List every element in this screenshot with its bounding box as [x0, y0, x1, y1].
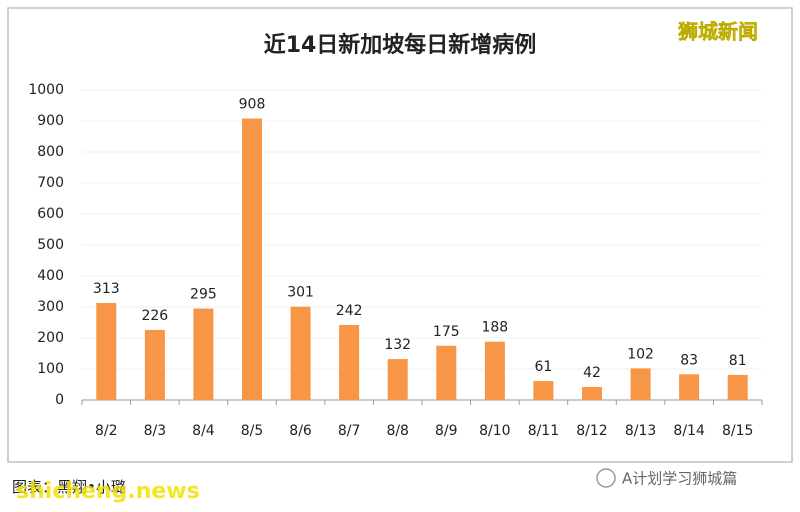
x-tick-label: 8/4	[192, 423, 215, 439]
x-tick-label: 8/15	[722, 423, 753, 439]
value-label: 301	[287, 285, 314, 301]
y-tick-label: 700	[37, 175, 64, 191]
bar	[484, 341, 505, 400]
y-tick-label: 800	[37, 144, 64, 160]
y-tick-label: 300	[37, 299, 64, 315]
account: A计划学习狮城篇	[622, 470, 737, 488]
value-label: 226	[141, 308, 168, 324]
x-tick-label: 8/12	[576, 423, 607, 439]
x-tick-label: 8/7	[338, 423, 361, 439]
y-tick-label: 400	[37, 268, 64, 284]
bar	[582, 386, 602, 400]
bar	[727, 374, 748, 400]
y-tick-label: 100	[37, 361, 64, 377]
value-label: 295	[190, 287, 217, 303]
value-label: 83	[680, 352, 698, 368]
bar	[242, 118, 262, 401]
bar	[630, 368, 651, 400]
watermark: 狮城新闻	[678, 20, 758, 44]
value-label: 188	[481, 320, 508, 336]
value-label: 175	[433, 324, 460, 340]
y-tick-label: 1000	[28, 82, 64, 98]
bar	[387, 359, 408, 400]
value-label: 242	[336, 303, 363, 319]
value-label: 313	[93, 281, 120, 297]
y-tick-label: 0	[55, 392, 64, 408]
x-tick-label: 8/6	[289, 423, 312, 439]
bar	[193, 308, 214, 400]
y-tick-label: 600	[37, 206, 64, 222]
x-tick-label: 8/2	[95, 423, 118, 439]
y-tick-label: 200	[37, 330, 64, 346]
x-tick-label: 8/9	[435, 423, 458, 439]
credit: 图表：黑翔•小璐	[12, 478, 126, 496]
value-label: 102	[627, 346, 654, 362]
y-tick-label: 900	[37, 113, 64, 129]
bar	[144, 329, 165, 400]
bar	[679, 374, 700, 400]
value-label: 81	[729, 353, 747, 369]
value-label: 61	[535, 359, 553, 375]
bar	[436, 345, 457, 400]
value-label: 42	[583, 365, 601, 381]
site-watermark: shicheng.news	[16, 479, 200, 504]
x-tick-label: 8/5	[241, 423, 264, 439]
bar	[339, 324, 360, 400]
x-tick-label: 8/3	[144, 423, 167, 439]
x-tick-label: 8/11	[528, 423, 559, 439]
chart-title: 近14日新加坡每日新增病例	[264, 32, 537, 58]
bar	[533, 381, 554, 400]
x-tick-label: 8/14	[673, 423, 705, 439]
bar	[96, 302, 117, 400]
value-label: 908	[239, 97, 266, 113]
bar	[290, 306, 311, 400]
value-label: 132	[384, 337, 411, 353]
x-tick-label: 8/10	[479, 423, 510, 439]
x-tick-label: 8/8	[386, 423, 409, 439]
wechat-icon	[596, 468, 616, 488]
x-tick-label: 8/13	[625, 423, 656, 439]
y-tick-label: 500	[37, 237, 64, 253]
